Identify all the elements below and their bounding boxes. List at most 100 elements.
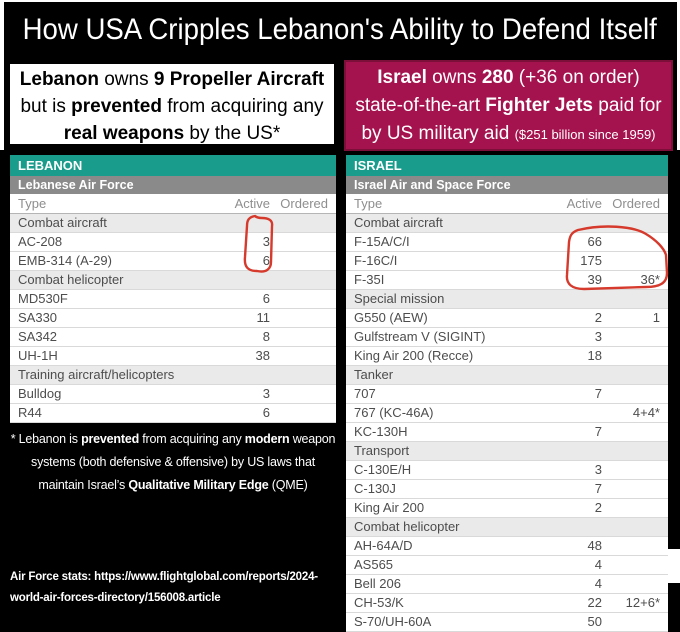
text-segment: maintain Israel’s [38,478,129,492]
text-segment: (+36 on order) [513,67,640,88]
table-column-headers: Type Active Ordered [346,194,668,214]
table-force-header: Israel Air and Space Force [346,176,668,194]
cell-active: 22 [587,595,602,610]
section-label: Combat aircraft [18,215,107,230]
israel-callout: Israel owns 280 (+36 on order) state-of-t… [344,60,673,151]
text-line: state-of-the-art Fighter Jets paid for [346,92,671,120]
cell-type: 767 (KC-46A) [354,405,434,420]
cell-active: 3 [262,386,270,401]
table-section-row: Combat helicopter [10,271,336,290]
cell-ordered [602,328,660,346]
text-segment: owns [98,69,154,90]
text-line: world-air-forces-directory/156008.articl… [10,588,340,609]
text-segment: systems (both defensive & offensive) by … [31,455,315,469]
cell-ordered [270,404,328,422]
cell-active: 48 [587,538,602,553]
section-label: Transport [354,443,410,458]
table-row: AS565 4 [346,556,668,575]
table-row: S-70/UH-60A 50 [346,613,668,632]
cell-type: 707 [354,386,376,401]
page-edge-right [677,0,680,150]
cell-active: 7 [594,386,602,401]
table-row: EMB-314 (A-29) 6 [10,252,336,271]
cell-ordered [602,347,660,365]
text-line: maintain Israel’s Qualitative Military E… [8,474,338,497]
cell-type: F-35I [354,272,385,287]
table-row: AH-64A/D 48 [346,537,668,556]
cell-type: F-15A/C/I [354,234,410,249]
page-edge-top [0,0,680,2]
cell-active: 175 [580,253,602,268]
table-row: F-35I 39 36* [346,271,668,290]
column-header-ordered: Ordered [612,196,660,211]
table-force-header: Lebanese Air Force [10,176,336,194]
table-row: King Air 200 (Recce) 18 [346,347,668,366]
cell-ordered: 36* [640,272,660,287]
qme-footnote: * Lebanon is prevented from acquiring an… [8,428,338,497]
cell-ordered [602,480,660,498]
cell-ordered: 12+6* [625,595,660,610]
cell-type: EMB-314 (A-29) [18,253,112,268]
text-segment: Lebanon [19,69,99,90]
cell-active [542,404,602,422]
cell-type: AC-208 [18,234,63,249]
cell-type: SA330 [18,310,58,325]
cell-active: 50 [587,614,602,629]
cell-type: KC-130H [354,424,408,439]
section-label: Training aircraft/helicopters [18,367,175,382]
cell-ordered [270,309,328,327]
table-row: R44 6 [10,404,336,423]
text-line: Israel owns 280 (+36 on order) [346,64,671,92]
column-header-active: Active [566,196,602,211]
cell-type: MD530F [18,291,68,306]
cell-ordered: 1 [652,310,660,325]
text-segment: from acquiring any [139,432,245,446]
table-row: UH-1H 38 [10,347,336,366]
cell-active: 7 [594,481,602,496]
cell-type: CH-53/K [354,595,404,610]
cell-active: 3 [594,329,602,344]
table-section-row: Combat aircraft [346,214,668,233]
table-row: Bulldog 3 [10,385,336,404]
source-citation: Air Force stats: https://www.flightgloba… [10,567,340,609]
cell-type: Bell 206 [354,576,401,591]
cell-type: King Air 200 [354,500,425,515]
text-segment: Qualitative Military Edge [128,478,269,492]
column-header-type: Type [354,196,383,211]
page-title: How USA Cripples Lebanon's Ability to De… [22,13,658,46]
text-segment: 9 Propeller Aircraft [153,69,325,90]
table-row: Bell 206 4 [346,575,668,594]
cell-type: UH-1H [18,348,58,363]
section-label: Tanker [354,367,394,382]
cell-active: 18 [587,348,602,363]
cell-active: 3 [594,462,602,477]
lebanon-air-force-table: LEBANON Lebanese Air Force Type Active Order… [10,155,336,423]
table-row: Gulfstream V (SIGINT) 3 [346,328,668,347]
cell-active: 38 [255,348,270,363]
cell-ordered [270,328,328,346]
table-country-header: ISRAEL [346,155,668,176]
cell-ordered [270,252,328,270]
table-row: CH-53/K 22 12+6* [346,594,668,613]
page-edge-left [0,0,4,150]
table-section-row: Combat helicopter [346,518,668,537]
table-section-row: Special mission [346,290,668,309]
cell-ordered [270,385,328,403]
text-segment: from acquiring any [161,96,324,117]
text-line: Lebanon owns 9 Propeller Aircraft [10,66,334,93]
cell-ordered [270,233,328,251]
text-line: but is prevented from acquiring any [10,93,334,120]
table-row: C-130E/H 3 [346,461,668,480]
cell-ordered [602,499,660,517]
text-line: by US military aid ($251 billion since 1… [346,120,671,149]
text-line: Air Force stats: https://www.flightgloba… [10,567,340,588]
text-segment: real weapons [63,123,185,144]
table-row: 767 (KC-46A) 4+4* [346,404,668,423]
text-line: * Lebanon is prevented from acquiring an… [8,428,338,451]
cell-type: King Air 200 (Recce) [354,348,474,363]
text-segment: (QME) [268,478,308,492]
cell-type: SA342 [18,329,58,344]
white-patch-artifact [668,549,680,583]
text-segment: paid for [592,95,662,116]
lebanon-callout: Lebanon owns 9 Propeller Aircraft but is … [8,62,336,146]
